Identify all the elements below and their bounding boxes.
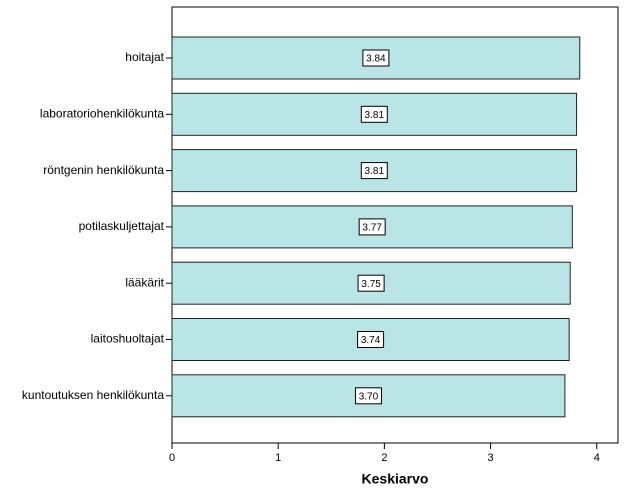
y-tick-label: laitoshuoltajat <box>91 332 165 346</box>
x-tick-label: 1 <box>275 452 281 464</box>
value-label-box <box>357 331 385 348</box>
value-label: 3.77 <box>362 223 382 234</box>
value-label-box <box>357 274 385 292</box>
value-label-box <box>360 162 388 180</box>
value-label: 3.75 <box>361 279 381 290</box>
value-label: 3.70 <box>359 391 379 402</box>
x-tick-label: 3 <box>488 452 494 464</box>
y-tick-label: potilaskuljettajat <box>79 219 165 233</box>
y-tick-label: kuntoutuksen henkilökunta <box>22 388 164 402</box>
value-label-box <box>358 218 386 236</box>
x-tick-label: 4 <box>594 452 600 464</box>
value-label: 3.81 <box>365 110 385 121</box>
y-tick-label: lääkärit <box>125 275 164 289</box>
value-label-box <box>354 387 382 405</box>
y-tick-label: hoitajat <box>125 50 164 64</box>
value-label: 3.84 <box>366 54 386 65</box>
value-label: 3.81 <box>365 166 385 177</box>
value-label-box <box>362 49 390 67</box>
y-tick-label: laboratoriohenkilökunta <box>40 106 164 120</box>
x-axis-title: Keskiarvo <box>362 471 429 487</box>
x-tick-label: 2 <box>381 452 387 464</box>
value-label-box <box>360 105 388 123</box>
x-tick-label: 0 <box>169 452 175 464</box>
value-label: 3.74 <box>361 335 381 346</box>
y-tick-label: röntgenin henkilökunta <box>43 163 164 177</box>
